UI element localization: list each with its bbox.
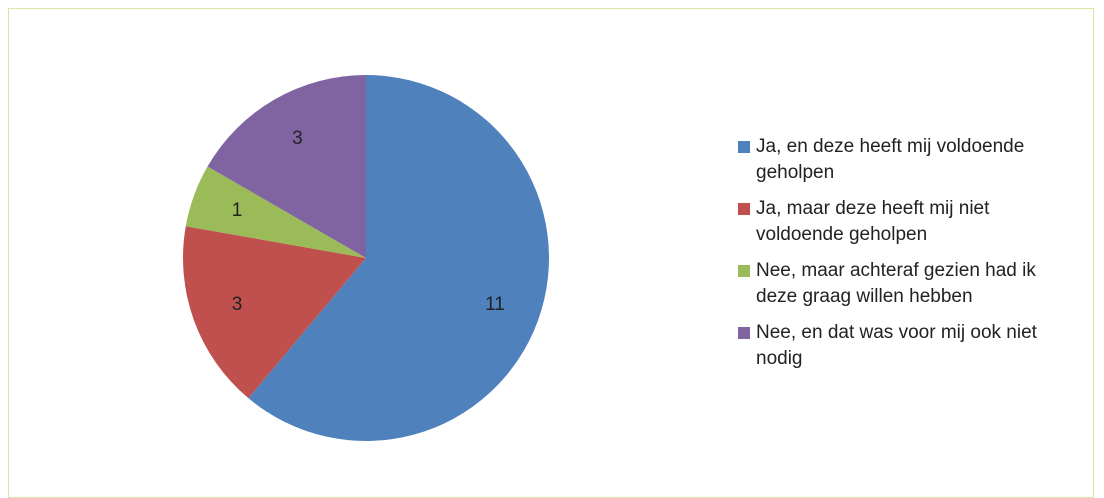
pie-slice xyxy=(207,75,366,258)
legend: Ja, en deze heeft mij voldoende geholpen… xyxy=(738,134,1078,382)
legend-entry: Ja, maar deze heeft mij niet voldoende g… xyxy=(738,196,1078,258)
legend-entry: Nee, en dat was voor mij ook niet nodig xyxy=(738,320,1078,382)
pie-slice xyxy=(248,75,550,441)
pie-slice xyxy=(183,226,366,399)
legend-swatch xyxy=(738,141,750,153)
legend-entry: Nee, maar achteraf gezien had ik deze gr… xyxy=(738,258,1078,320)
legend-label: Ja, en deze heeft mij voldoende geholpen xyxy=(756,136,1025,183)
legend-swatch xyxy=(738,265,750,277)
legend-swatch xyxy=(738,327,750,339)
legend-label: Nee, maar achteraf gezien had ik deze gr… xyxy=(756,260,1036,307)
data-label: 11 xyxy=(485,294,505,315)
data-label: 1 xyxy=(232,200,243,221)
data-label: 3 xyxy=(232,294,243,315)
data-label: 3 xyxy=(292,128,303,149)
legend-label: Ja, maar deze heeft mij niet voldoende g… xyxy=(756,198,990,245)
pie-slice xyxy=(185,166,366,258)
legend-swatch xyxy=(738,203,750,215)
legend-entry: Ja, en deze heeft mij voldoende geholpen xyxy=(738,134,1078,196)
legend-label: Nee, en dat was voor mij ook niet nodig xyxy=(756,322,1037,369)
